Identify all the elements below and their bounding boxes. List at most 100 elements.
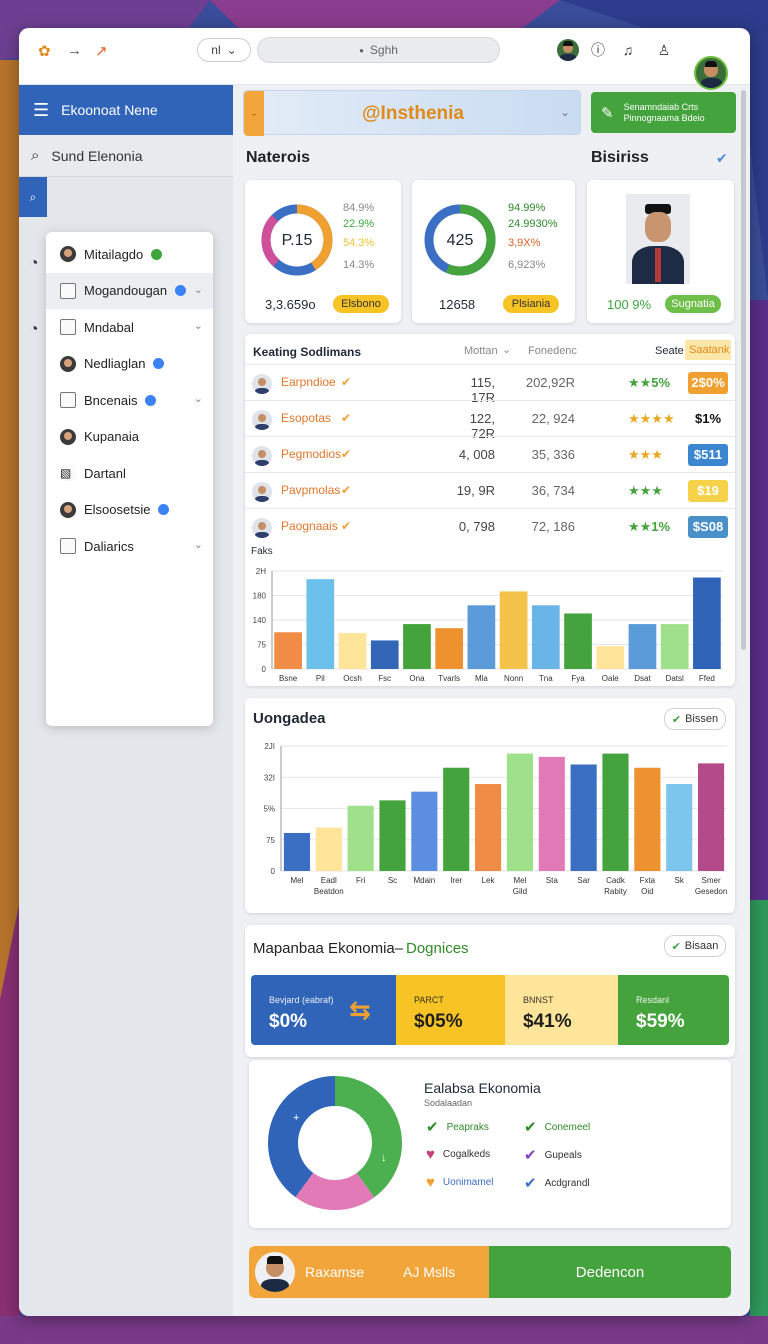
- scrollbar[interactable]: [741, 90, 746, 650]
- chart-bar[interactable]: [570, 764, 597, 871]
- row-tag[interactable]: $19: [688, 480, 728, 502]
- chart-bar[interactable]: [274, 632, 302, 669]
- sidebar-search[interactable]: ⌕ Sund Elenonia: [19, 135, 233, 177]
- chart-bar[interactable]: [338, 633, 367, 669]
- chevron-down-icon[interactable]: ⌄: [193, 393, 203, 405]
- table-row[interactable]: Pavpmolas ✔ 19, 9R 36, 734 ★★★ $19: [245, 472, 735, 508]
- kpi-tile[interactable]: BNNST $41%: [505, 975, 618, 1045]
- chart-bar[interactable]: [443, 767, 470, 871]
- chart-bar[interactable]: [475, 784, 502, 871]
- chart-bar[interactable]: [283, 832, 310, 871]
- sidebar-active-search-icon[interactable]: ⌕: [19, 177, 47, 217]
- table-row[interactable]: Pegmodios ✔ 4, 008 35, 336 ★★★ $511: [245, 436, 735, 472]
- row-name[interactable]: Earpndioe: [281, 375, 336, 389]
- chart-filter-label: Bissen: [685, 713, 719, 725]
- chart-bar[interactable]: [666, 784, 693, 871]
- evaluation-item[interactable]: ✔ Gupeals: [524, 1146, 582, 1164]
- chart-bar[interactable]: [628, 624, 657, 669]
- chart-bar[interactable]: [403, 624, 431, 669]
- chevron-down-icon[interactable]: ⌄: [193, 539, 203, 551]
- donut-segment[interactable]: [268, 1076, 402, 1210]
- user-alert-icon[interactable]: ♙: [657, 41, 671, 58]
- table-header[interactable]: Fonedenc: [528, 345, 577, 357]
- card-pill[interactable]: Sugnatia: [665, 295, 721, 313]
- row-tag[interactable]: $S08: [688, 516, 728, 538]
- sidebar-menu-item[interactable]: Mogandougan ⌄: [46, 272, 213, 309]
- table-row[interactable]: Paognaais ✔ 0, 798 72, 186 ★★1% $S08: [245, 508, 735, 544]
- clock-icon[interactable]: ◔: [29, 255, 39, 272]
- chart-bar[interactable]: [506, 753, 533, 871]
- table-header[interactable]: Seate: [655, 345, 684, 357]
- chart-bar[interactable]: [347, 805, 374, 871]
- sidebar-menu-item[interactable]: Mitailagdo: [46, 236, 213, 272]
- row-name[interactable]: Esopotas: [281, 411, 332, 425]
- sidebar-menu-item[interactable]: Nedliaglan: [46, 346, 213, 382]
- sidebar-menu-item[interactable]: Kupanaia: [46, 419, 213, 455]
- bell-icon[interactable]: ♫: [622, 42, 634, 58]
- chart-bar[interactable]: [602, 753, 629, 871]
- evaluation-item[interactable]: ✔ Conemeel: [524, 1118, 590, 1136]
- kpi-tile[interactable]: Resdanl $59%: [618, 975, 729, 1045]
- title-banner[interactable]: ⌄ @Insthenia ⌄: [243, 90, 581, 136]
- table-row[interactable]: Esopotas ✔ 122, 72R 22, 924 ★★★★ $1%: [245, 400, 735, 441]
- chart-bar[interactable]: [693, 577, 721, 669]
- kpi-tile[interactable]: Bevjard (eabraf) $0%: [251, 975, 396, 1045]
- nav-dropdown[interactable]: nl ⌄: [197, 38, 251, 62]
- evaluation-item[interactable]: ♥ Cogalkeds: [426, 1146, 490, 1163]
- notification-arrow-icon[interactable]: ↗: [95, 43, 108, 60]
- row-name[interactable]: Pegmodios: [281, 447, 342, 461]
- chart-bar[interactable]: [698, 763, 725, 871]
- table-header[interactable]: Saatank: [685, 340, 731, 360]
- sidebar-menu-item[interactable]: Mndabal ⌄: [46, 309, 213, 345]
- app-logo-icon[interactable]: ✿: [38, 43, 51, 60]
- chart-bar[interactable]: [499, 591, 528, 669]
- sidebar-menu-item[interactable]: Daliarics ⌄: [46, 528, 213, 564]
- hamburger-menu-icon[interactable]: ☰: [33, 99, 50, 120]
- user-avatar-small[interactable]: [557, 39, 579, 61]
- chart-bar[interactable]: [564, 613, 592, 669]
- card-pill[interactable]: Elsbono: [333, 295, 389, 313]
- chart-bar[interactable]: [596, 646, 625, 669]
- chart-bar[interactable]: [660, 624, 689, 669]
- chart-bar[interactable]: [634, 767, 661, 871]
- search-bar[interactable]: ● Sghh: [257, 37, 500, 63]
- sidebar-menu-item[interactable]: Elsoosetsie: [46, 492, 213, 528]
- checkmark-icon[interactable]: ✔: [716, 150, 728, 166]
- chart-bar[interactable]: [435, 628, 464, 669]
- forward-arrow-icon[interactable]: →: [67, 42, 82, 59]
- history-icon[interactable]: ◔: [29, 321, 39, 338]
- sidebar-menu-item[interactable]: Bncenais ⌄: [46, 382, 213, 418]
- chart-bar[interactable]: [315, 827, 342, 871]
- row-tag[interactable]: 2$0%: [688, 372, 728, 394]
- chart-bar[interactable]: [531, 605, 560, 669]
- footer-right-segment[interactable]: [489, 1246, 731, 1298]
- chart-bar[interactable]: [467, 605, 496, 669]
- chart-bar[interactable]: [379, 800, 406, 871]
- sidebar-menu-item[interactable]: ▧ Dartanl: [46, 455, 213, 491]
- table-header[interactable]: Mottan: [464, 345, 498, 357]
- chevron-down-icon[interactable]: ⌄: [193, 320, 203, 332]
- table-row[interactable]: Earpndioe ✔ 115, 17R 202,92R ★★5% 2$0%: [245, 364, 735, 405]
- chart-bar[interactable]: [306, 579, 335, 669]
- evaluation-item[interactable]: ✔ Acdgrandl: [524, 1174, 590, 1192]
- row-tag[interactable]: $1%: [688, 408, 728, 430]
- info-icon[interactable]: ⓘ: [591, 42, 605, 58]
- chart-bar[interactable]: [538, 756, 565, 871]
- evaluation-item[interactable]: ♥ Uonimamel: [426, 1174, 493, 1191]
- chart-filter-button[interactable]: ✔ Bissen: [664, 708, 726, 730]
- header-action-button[interactable]: ✎ Senamndaiab Crts Pinnognaama Bdeio: [591, 92, 736, 133]
- chevron-down-icon[interactable]: ⌄: [502, 344, 512, 356]
- donut-segment[interactable]: [268, 1076, 402, 1210]
- row-name[interactable]: Paognaais: [281, 519, 338, 533]
- card-pill[interactable]: Plsiania: [503, 295, 559, 313]
- swap-arrows-icon[interactable]: ⇆: [349, 995, 371, 1025]
- kpi-tile[interactable]: PARCT $05%: [396, 975, 505, 1045]
- row-tag[interactable]: $511: [688, 444, 728, 466]
- profile-avatar[interactable]: [694, 56, 728, 90]
- economy-filter-button[interactable]: ✔ Bisaan: [664, 935, 726, 957]
- chevron-down-icon[interactable]: ⌄: [193, 283, 203, 296]
- chart-bar[interactable]: [411, 791, 438, 871]
- evaluation-item[interactable]: ✔ Peapraks: [426, 1118, 489, 1136]
- chart-bar[interactable]: [370, 640, 399, 669]
- row-name[interactable]: Pavpmolas: [281, 483, 341, 497]
